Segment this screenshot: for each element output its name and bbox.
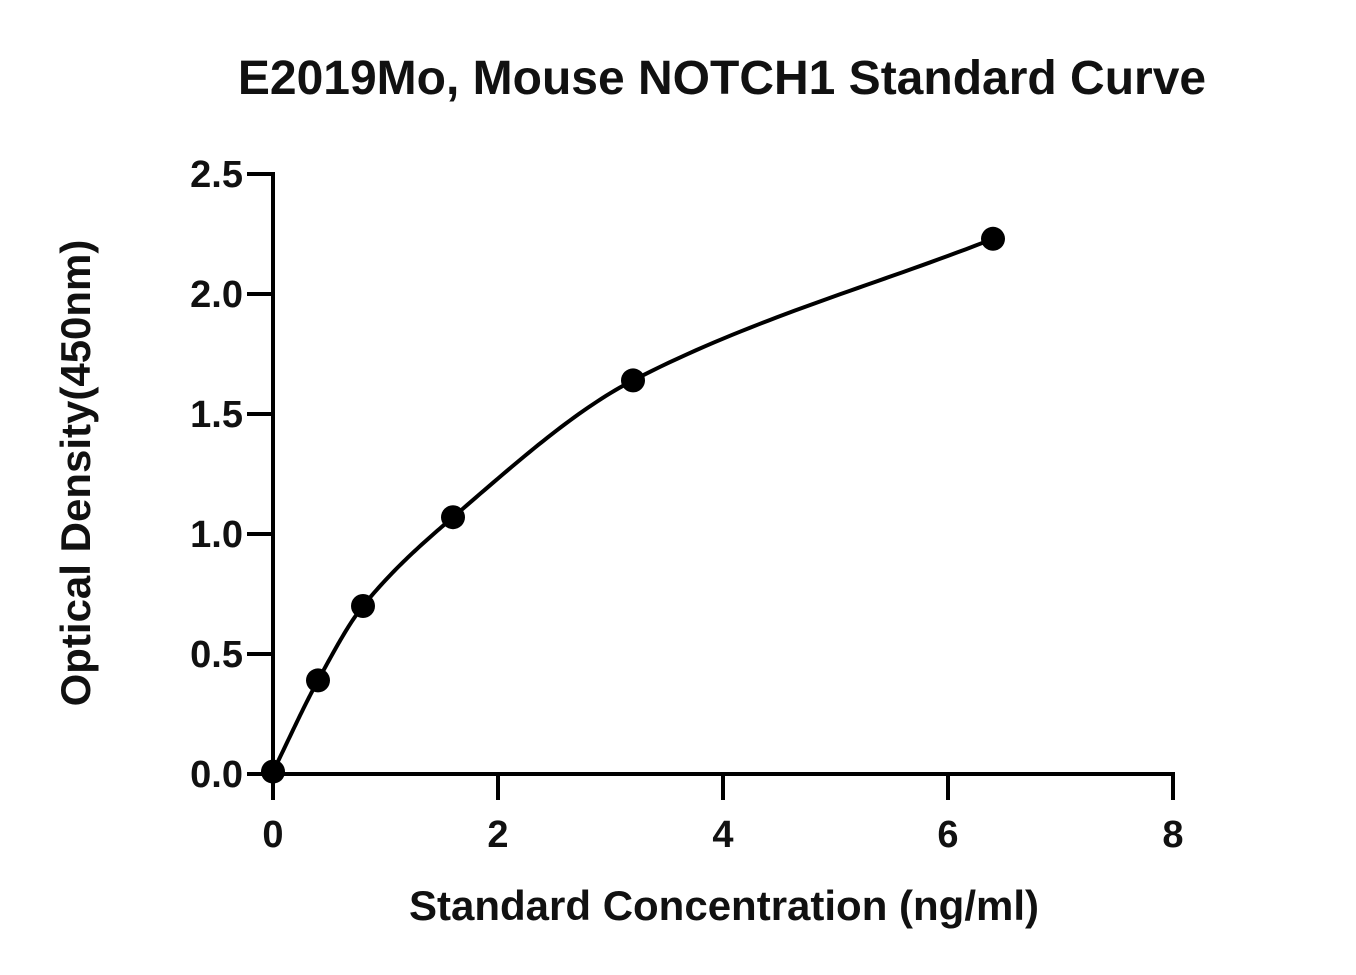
- data-point: [981, 226, 1005, 251]
- y-tick-label: 1.5: [190, 394, 243, 436]
- x-tick-label: 6: [937, 814, 958, 856]
- y-tick-label: 2.0: [190, 274, 243, 316]
- x-tick-label: 0: [262, 814, 283, 856]
- y-tick-label: 0.0: [190, 754, 243, 796]
- data-point: [441, 505, 465, 530]
- x-tick-label: 4: [712, 814, 733, 856]
- x-axis-label: Standard Concentration (ng/ml): [409, 882, 1039, 929]
- axes: [271, 172, 1175, 776]
- x-tick-label: 8: [1162, 814, 1183, 856]
- x-tick-label: 2: [487, 814, 508, 856]
- data-point: [261, 759, 285, 784]
- y-ticks: 0.0 0.5 1.0 1.5 2.0 2.5: [190, 154, 273, 796]
- y-tick-label: 2.5: [190, 154, 243, 196]
- y-tick-label: 1.0: [190, 514, 243, 556]
- data-points: [261, 226, 1005, 784]
- y-axis-label: Optical Density(450nm): [52, 240, 99, 707]
- data-point: [306, 668, 330, 693]
- y-tick-label: 0.5: [190, 634, 243, 676]
- x-ticks: 0 2 4 6 8: [262, 774, 1184, 856]
- fit-curve: [271, 236, 994, 773]
- data-point: [621, 368, 645, 393]
- chart-title: E2019Mo, Mouse NOTCH1 Standard Curve: [238, 52, 1206, 105]
- data-point: [351, 594, 375, 618]
